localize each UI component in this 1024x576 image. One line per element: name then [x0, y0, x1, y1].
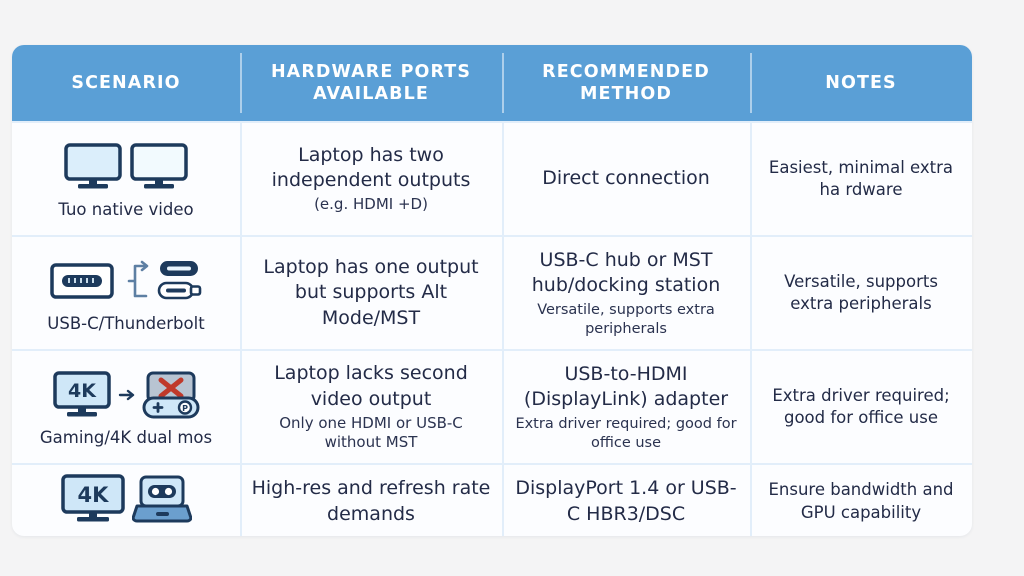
monitor-4k-icon: 4K [61, 474, 125, 522]
header-recommended-method: RECOMMENDED METHOD [502, 45, 750, 121]
recommended-method-cell: USB-C hub or MST hub/docking station Ver… [502, 237, 750, 349]
notes-cell: Easiest, minimal extra ha rdware [750, 123, 972, 235]
svg-text:P: P [182, 404, 188, 413]
header-scenario: SCENARIO [71, 72, 181, 93]
x-mark [158, 377, 184, 399]
scenario-icons: 4K [60, 471, 192, 527]
scenario-cell: 4K P Gaming/4K dual mos [12, 351, 240, 463]
notes-text: Versatile, supports extra peripherals [784, 271, 938, 313]
method-sub-text: Extra driver required; good for office u… [515, 415, 737, 451]
header-hardware-ports: HARDWARE PORTS AVAILABLE [240, 45, 502, 121]
table-row: Tuo native video Laptop has two independ… [12, 121, 972, 235]
ports-main-text: Laptop has two independent outputs [271, 144, 471, 192]
ports-sub-text: Only one HDMI or USB-C without MST [279, 413, 463, 452]
method-main-text: DisplayPort 1.4 or USB-C HBR3/DSC [515, 477, 737, 525]
scenario-label: Tuo native video [58, 199, 194, 219]
method-main-text: Direct connection [542, 167, 710, 190]
branch-arrow-icon [127, 260, 149, 297]
usb-c-connector-icon [157, 260, 202, 299]
usb-c-port-icon [50, 262, 114, 299]
recommended-method-cell: USB-to-HDMI (DisplayLink) adapter Extra … [502, 351, 750, 463]
hardware-ports-cell: Laptop has two independent outputs (e.g.… [240, 123, 502, 235]
notes-text: Easiest, minimal extra ha rdware [768, 157, 954, 199]
table-row: 4K P Gaming/4K dual mos [12, 349, 972, 463]
monitor-4k-icon: 4K [53, 370, 111, 417]
hardware-ports-cell: High-res and refresh rate demands [240, 465, 502, 536]
four-k-label: 4K [68, 380, 97, 402]
scenario-icons [49, 253, 203, 309]
scenario-icons: 4K P [52, 367, 200, 423]
notes-cell: Ensure bandwidth and GPU capability [750, 465, 972, 536]
gamepad-blocked-icon: P [142, 371, 200, 419]
arrow-right-icon [118, 389, 135, 400]
scenario-label: USB-C/Thunderbolt [47, 313, 205, 333]
comparison-table: SCENARIO HARDWARE PORTS AVAILABLE RECOMM… [12, 45, 972, 536]
method-sub-text: Versatile, supports extra peripherals [537, 301, 715, 337]
ports-main-text: Laptop has one output but supports Alt M… [263, 256, 479, 329]
table-row: 4K High-res and refresh rate demands Di [12, 463, 972, 536]
header-notes: NOTES [750, 45, 972, 121]
ports-main-text: High-res and refresh rate demands [251, 477, 491, 525]
scenario-cell: Tuo native video [12, 123, 240, 235]
ports-sub-text: (e.g. HDMI +D) [314, 195, 428, 214]
recommended-method-cell: Direct connection [502, 123, 750, 235]
table-row: USB-C/Thunderbolt Laptop has one output … [12, 235, 972, 349]
four-k-label: 4K [78, 483, 110, 507]
notes-cell: Versatile, supports extra peripherals [750, 237, 972, 349]
notes-text: Ensure bandwidth and GPU capability [768, 480, 954, 522]
monitor-icon [130, 142, 188, 189]
hardware-ports-cell: Laptop has one output but supports Alt M… [240, 237, 502, 349]
monitor-icon [64, 142, 122, 189]
scenario-label: Gaming/4K dual mos [39, 427, 213, 447]
notes-text: Extra driver required; good for office u… [772, 385, 950, 427]
scenario-icons [63, 139, 189, 195]
notes-cell: Extra driver required; good for office u… [750, 351, 972, 463]
table-header-row: SCENARIO HARDWARE PORTS AVAILABLE RECOMM… [12, 45, 972, 121]
recommended-method-cell: DisplayPort 1.4 or USB-C HBR3/DSC [502, 465, 750, 536]
method-main-text: USB-C hub or MST hub/docking station [531, 248, 721, 296]
scenario-cell: USB-C/Thunderbolt [12, 237, 240, 349]
hardware-ports-cell: Laptop lacks second video output Only on… [240, 351, 502, 463]
method-main-text: USB-to-HDMI (DisplayLink) adapter [523, 362, 729, 410]
gaming-laptop-icon [132, 475, 192, 523]
ports-main-text: Laptop lacks second video output [274, 362, 468, 410]
scenario-cell: 4K [12, 465, 240, 536]
